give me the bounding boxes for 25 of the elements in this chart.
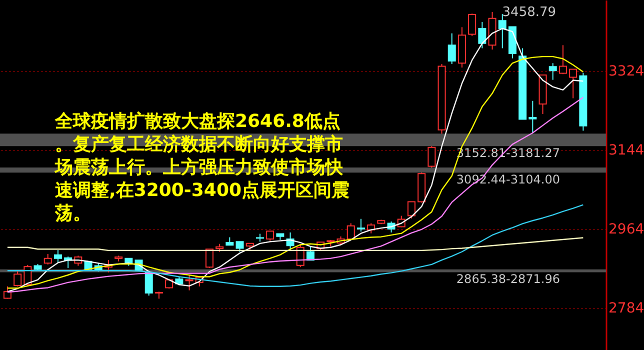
candlestick [266,230,274,242]
candlestick [54,250,62,264]
candlestick [236,241,244,252]
candlestick [478,21,486,49]
candlestick [407,201,416,219]
candlestick [14,270,22,287]
candlestick [428,146,436,168]
candlestick [356,218,365,232]
candlestick [205,248,214,268]
candlestick [558,44,567,75]
candlestick [569,68,578,99]
candlestick [468,13,476,36]
annotation: 3458.79 [502,4,556,20]
candlestick [3,286,12,300]
band-label: 2865.38-2871.96 [456,272,560,286]
candlestick [548,62,557,80]
candlestick [448,32,456,65]
candlestick [346,222,355,240]
annotation: 全球疫情扩散致大盘探2646.8低点。复产复工经济数据不断向好支撑市场震荡上行。上方强压力致使市场快速调整,在3200-3400点展开区间震荡。 [54,111,350,224]
y-tick-label: 3144 [608,142,644,158]
y-tick-label: 2964 [608,221,644,238]
y-tick-label: 3324 [608,64,644,80]
candlestick [44,253,52,265]
candlestick [528,100,537,134]
y-tick-label: 2784 [608,300,644,316]
